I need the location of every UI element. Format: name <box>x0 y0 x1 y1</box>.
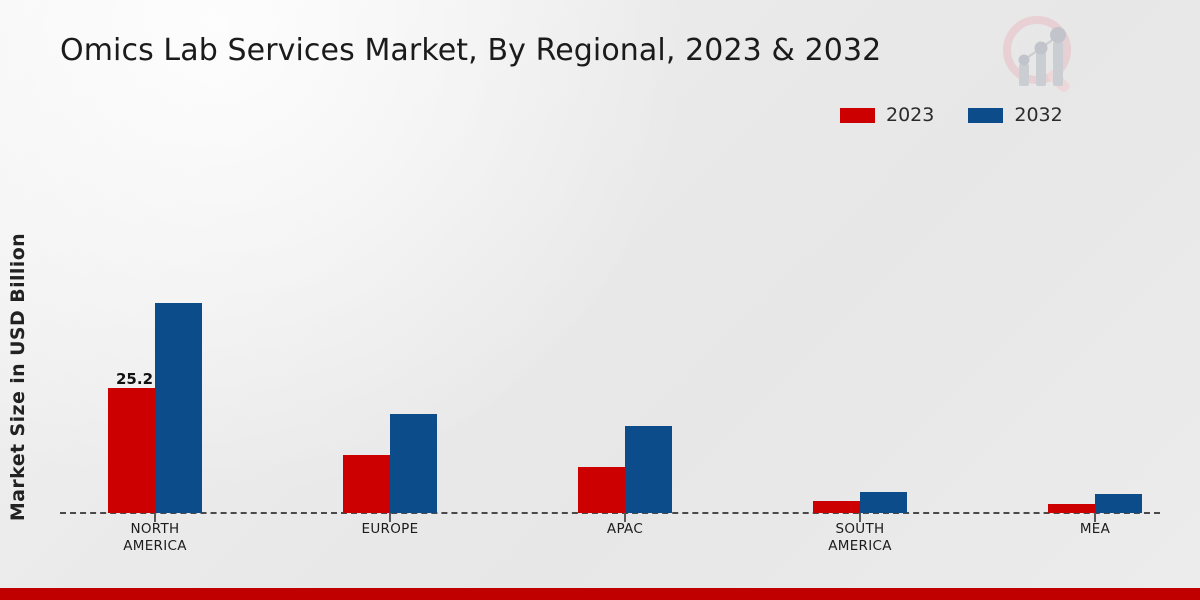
x-label-line: APAC <box>606 521 644 537</box>
axis-baseline <box>60 512 1160 514</box>
x-label-line: MEA <box>1079 521 1111 537</box>
bar-2023-north-america[interactable] <box>108 388 155 513</box>
bar-2032-north-america[interactable] <box>155 303 202 513</box>
legend-label-2023: 2023 <box>886 104 935 126</box>
bar-2032-mea[interactable] <box>1095 494 1142 513</box>
legend-label-2032: 2032 <box>1014 104 1063 126</box>
axis-tick-europe <box>389 513 391 522</box>
x-label-line: NORTH <box>130 521 180 537</box>
x-label-apac: APAC <box>555 521 695 538</box>
x-label-line: SOUTH <box>835 521 885 537</box>
x-label-north-america: NORTH AMERICA <box>85 521 225 555</box>
axis-tick-north-america <box>154 513 156 522</box>
magnifier-bar-chart-logo <box>995 8 1087 100</box>
bar-group-north-america <box>108 273 202 513</box>
bar-2032-south-america[interactable] <box>860 492 907 513</box>
legend-item-2032[interactable]: 2032 <box>968 104 1063 126</box>
page-title: Omics Lab Services Market, By Regional, … <box>60 33 882 68</box>
x-label-line: AMERICA <box>123 538 187 554</box>
x-label-mea: MEA <box>1025 521 1165 538</box>
bar-2023-apac[interactable] <box>578 467 625 513</box>
value-label-2023-north-america: 25.2 <box>116 370 154 388</box>
bar-group-europe <box>343 273 437 513</box>
legend-item-2023[interactable]: 2023 <box>840 104 934 126</box>
x-label-south-america: SOUTH AMERICA <box>790 521 930 555</box>
bar-2023-mea[interactable] <box>1048 504 1095 513</box>
legend: 2023 2032 <box>840 104 1063 126</box>
bar-group-mea <box>1048 273 1142 513</box>
axis-tick-south-america <box>859 513 861 522</box>
x-label-line: EUROPE <box>361 521 419 537</box>
bar-2023-europe[interactable] <box>343 455 390 513</box>
axis-tick-apac <box>624 513 626 522</box>
bar-2032-apac[interactable] <box>625 426 672 513</box>
axis-tick-mea <box>1094 513 1096 522</box>
bar-2032-europe[interactable] <box>390 414 437 513</box>
bar-2023-south-america[interactable] <box>813 501 860 513</box>
legend-swatch-2032 <box>968 107 1004 123</box>
x-label-europe: EUROPE <box>320 521 460 538</box>
x-label-line: AMERICA <box>828 538 892 554</box>
footer-strip <box>0 588 1200 600</box>
bar-group-south-america <box>813 273 907 513</box>
legend-swatch-2023 <box>840 107 875 123</box>
bar-group-apac <box>578 273 672 513</box>
